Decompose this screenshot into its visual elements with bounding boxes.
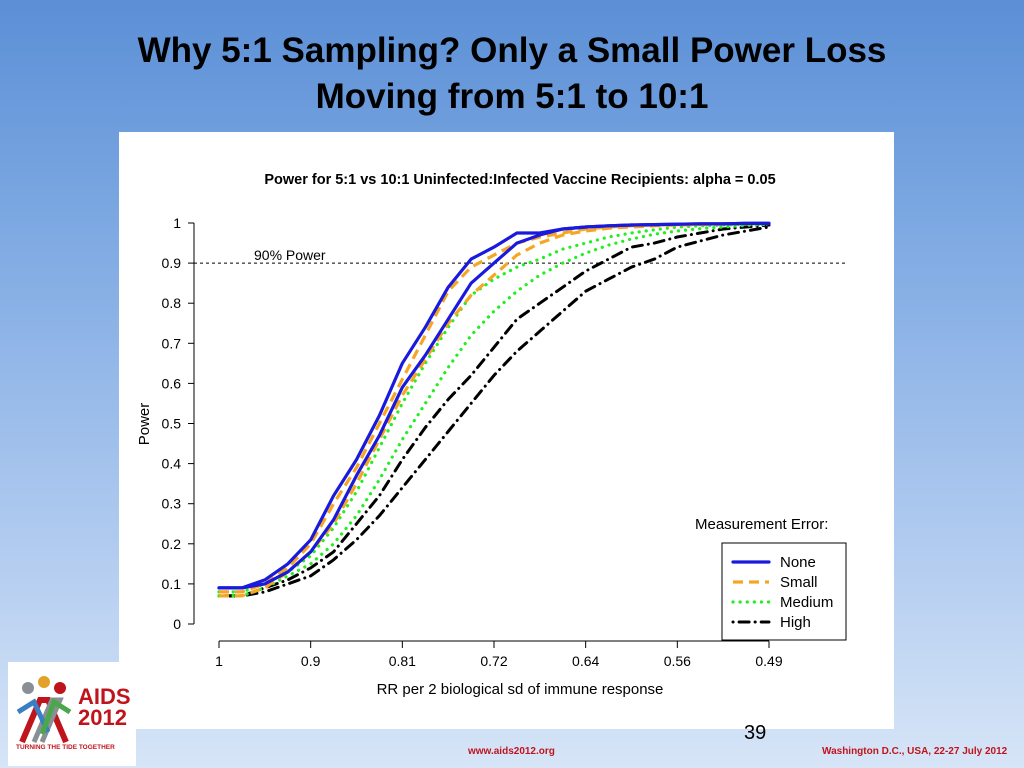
footer-event-info: Washington D.C., USA, 22-27 July 2012 xyxy=(822,746,1008,757)
y-tick-label: 0.5 xyxy=(162,416,182,432)
y-tick-label: 0.2 xyxy=(162,536,182,552)
x-tick-label: 0.81 xyxy=(389,653,416,669)
y-tick-label: 0.7 xyxy=(162,335,182,351)
page-number: 39 xyxy=(744,722,767,744)
chart-title: Power for 5:1 vs 10:1 Uninfected:Infecte… xyxy=(264,172,775,188)
y-tick-label: 0.6 xyxy=(162,375,182,391)
series-lines xyxy=(217,221,771,598)
chart-panel: Power for 5:1 vs 10:1 Uninfected:Infecte… xyxy=(119,132,894,729)
x-tick-label: 0.64 xyxy=(572,653,599,669)
y-tick-label: 1 xyxy=(173,215,181,231)
y-tick-label: 0.1 xyxy=(162,576,182,592)
y-tick-label: 0.3 xyxy=(162,496,182,512)
x-tick-label: 1 xyxy=(215,653,223,669)
series-line-small-5-to-1 xyxy=(219,221,770,598)
power-chart: Power for 5:1 vs 10:1 Uninfected:Infecte… xyxy=(136,172,847,698)
axes: 0 0.1 0.2 0.3 0.4 0.5 0.6 0.7 0.8 0.9 1 1 0.9 0.81 0.7… xyxy=(162,215,847,669)
x-axis-label: RR per 2 biological sd of immune respons… xyxy=(377,681,664,698)
series-line-none-5-to-1 xyxy=(217,221,771,590)
x-tick-label: 0.56 xyxy=(664,653,691,669)
legend-box xyxy=(721,542,847,641)
legend-label-high: High xyxy=(780,614,811,631)
ribbon-people-icon xyxy=(16,676,72,744)
slide-title-line-2: Moving from 5:1 to 10:1 xyxy=(315,77,709,116)
series-line-high-10-to-1 xyxy=(217,223,771,598)
y-tick-label: 0.9 xyxy=(162,255,182,271)
legend-label-small: Small xyxy=(780,574,818,591)
y-tick-label: 0.8 xyxy=(162,295,182,311)
legend-title: Measurement Error: xyxy=(695,516,828,533)
slide-title: Why 5:1 Sampling? Only a Small Power Los… xyxy=(0,28,1024,120)
legend: None Small Medium High xyxy=(721,542,847,641)
x-tick-label: 0.9 xyxy=(301,653,321,669)
series-line-none-10-to-1 xyxy=(217,221,771,590)
y-axis-label: Power xyxy=(136,403,153,446)
logo-tagline: TURNING THE TIDE TOGETHER xyxy=(16,744,115,751)
logo-line-2: 2012 xyxy=(78,705,127,730)
slide-title-line-1: Why 5:1 Sampling? Only a Small Power Los… xyxy=(137,31,887,70)
legend-label-medium: Medium xyxy=(780,594,833,611)
series-line-medium-10-to-1 xyxy=(217,222,771,594)
logo-text: AIDS 2012 xyxy=(78,684,131,730)
legend-label-none: None xyxy=(780,554,816,571)
y-tick-label: 0 xyxy=(173,616,181,632)
aids-2012-logo xyxy=(8,662,136,766)
x-tick-label: 0.72 xyxy=(480,653,507,669)
logo-line-1: AIDS xyxy=(78,684,131,709)
y-tick-label: 0.4 xyxy=(162,456,182,472)
reference-line-label: 90% Power xyxy=(254,247,326,263)
x-tick-label: 0.49 xyxy=(755,653,782,669)
series-line-medium-5-to-1 xyxy=(217,222,771,598)
series-line-high-5-to-1 xyxy=(217,225,771,598)
series-line-small-10-to-1 xyxy=(219,221,769,594)
footer-url[interactable]: www.aids2012.org xyxy=(468,746,555,757)
